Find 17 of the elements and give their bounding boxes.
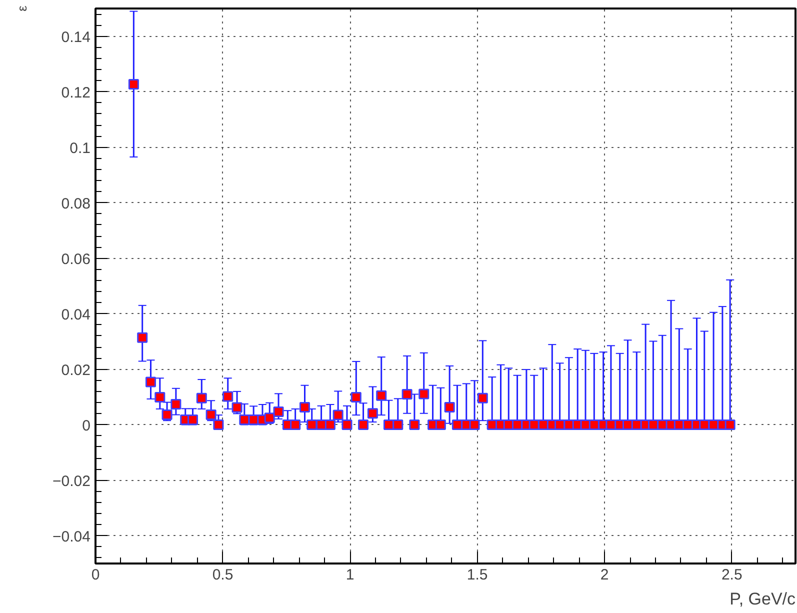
y-tick-label: 0.04	[61, 306, 91, 324]
y-axis-title: ε	[14, 5, 30, 12]
y-tick-label: −0.04	[52, 528, 91, 546]
y-tick-label: 0.14	[61, 28, 91, 46]
y-tick-label: 0.12	[61, 84, 91, 102]
x-tick-label: 0.5	[212, 566, 234, 584]
y-tick-label: 0.06	[61, 250, 91, 268]
x-tick-label: 2	[600, 566, 609, 584]
y-tick-label: 0.02	[61, 362, 91, 379]
y-tick-label: 0.1	[70, 140, 91, 157]
x-tick-label: 1.5	[466, 566, 488, 584]
y-tick-label: 0	[82, 417, 90, 434]
x-tick-label: 1	[346, 566, 354, 584]
x-tick-label: 2.5	[721, 566, 742, 584]
y-tick-label: −0.02	[52, 472, 91, 490]
x-axis-title: P, GeV/c	[730, 590, 796, 608]
y-tick-label: 0.08	[61, 195, 91, 212]
